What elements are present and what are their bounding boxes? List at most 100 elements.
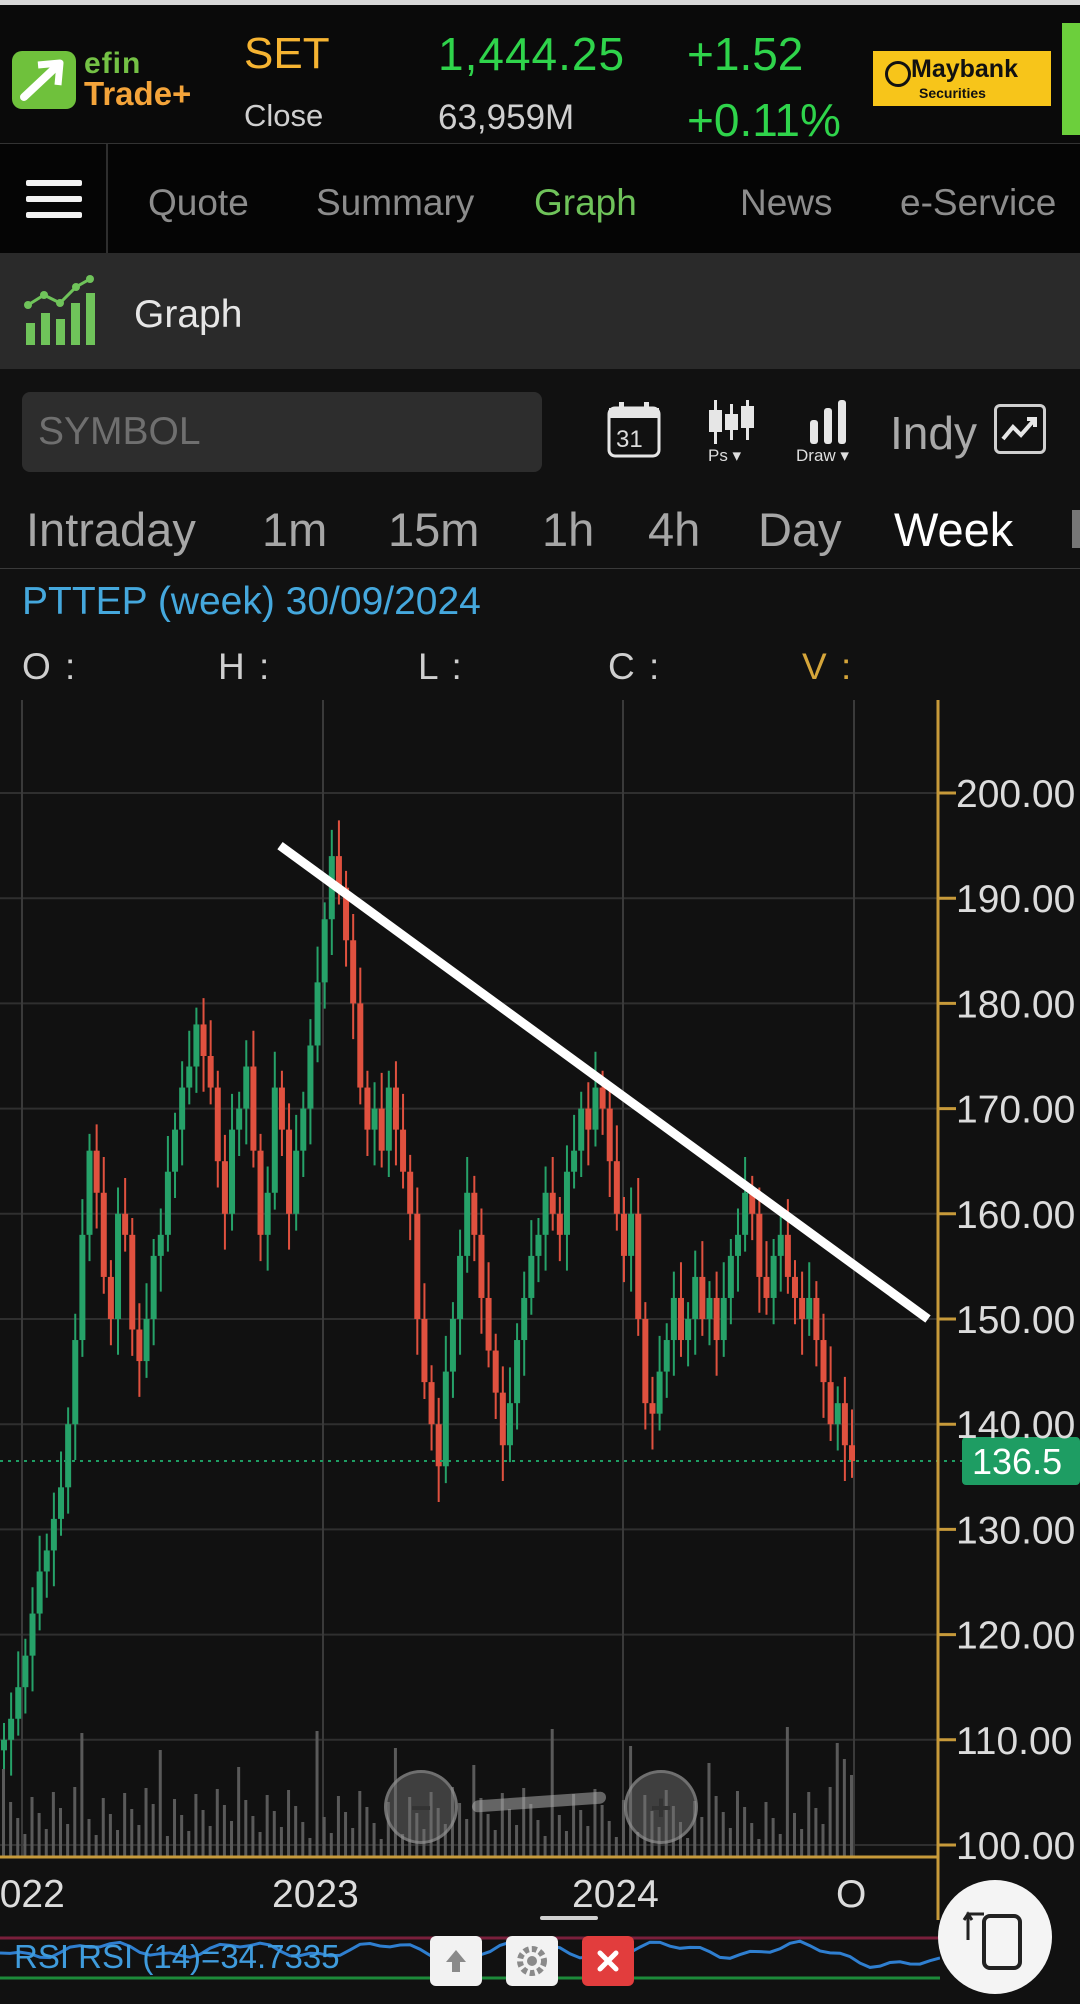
- maybank-logo[interactable]: Maybank Securities: [873, 51, 1051, 106]
- candle-body: [642, 1319, 649, 1404]
- symbol-input[interactable]: [22, 392, 542, 472]
- volume-bar: [750, 1823, 754, 1857]
- candle-body: [784, 1234, 791, 1277]
- volume-bar: [500, 1793, 504, 1857]
- candle-body: [542, 1192, 549, 1235]
- tab-graph[interactable]: Graph: [534, 182, 637, 223]
- candle-body: [656, 1371, 663, 1414]
- candle-body: [806, 1297, 813, 1319]
- volume-bar: [821, 1824, 825, 1857]
- candle-body: [763, 1276, 770, 1298]
- chart-title: PTTEP (week) 30/09/2024: [22, 580, 481, 623]
- candle-body: [713, 1297, 720, 1341]
- indicator-settings-button[interactable]: [506, 1936, 558, 1986]
- period-4h[interactable]: 4h: [648, 503, 701, 556]
- tab-e-service[interactable]: e-Service: [900, 182, 1057, 223]
- candle-body: [207, 1056, 214, 1088]
- candle-body: [677, 1297, 684, 1341]
- move-up-button[interactable]: [430, 1936, 482, 1986]
- candle-body: [257, 1150, 264, 1235]
- volume-bar: [443, 1824, 447, 1857]
- volume-bar: [272, 1811, 276, 1857]
- candle-body: [663, 1340, 670, 1372]
- maybank-tiger-icon: [885, 61, 911, 87]
- volume-bar: [51, 1792, 55, 1857]
- period-1m[interactable]: 1m: [262, 503, 328, 556]
- volume-bar: [351, 1828, 355, 1857]
- candle-body: [770, 1255, 777, 1298]
- candle-body: [193, 1024, 200, 1067]
- volume-bar: [621, 1800, 625, 1857]
- candle-body: [143, 1319, 150, 1362]
- period-15m[interactable]: 15m: [388, 503, 480, 556]
- efin-logo[interactable]: efin Trade+: [12, 47, 222, 112]
- minus-icon: −: [410, 1787, 432, 1828]
- price-style-button[interactable]: Ps ▾: [702, 400, 760, 470]
- candle-body: [350, 940, 357, 1004]
- candle-body: [164, 1171, 171, 1235]
- candle-body: [720, 1297, 727, 1341]
- candle-body: [321, 919, 328, 983]
- candle-body: [563, 1171, 570, 1235]
- volume-bar: [329, 1833, 333, 1857]
- candle-body: [271, 1087, 278, 1193]
- volume-bar: [579, 1810, 583, 1857]
- chart-scroll-handle[interactable]: [540, 1916, 598, 1920]
- candle-body: [86, 1150, 93, 1235]
- volume-bar: [686, 1838, 690, 1857]
- candle-body: [400, 1129, 407, 1172]
- period-day[interactable]: Day: [758, 503, 842, 556]
- draw-button[interactable]: Draw ▾: [796, 400, 860, 470]
- x-tick-label: O: [836, 1873, 866, 1916]
- period-week[interactable]: Week: [894, 503, 1014, 556]
- price-style-label: Ps ▾: [708, 446, 742, 465]
- y-tick-label: 160.00: [956, 1194, 1075, 1237]
- market-name: SET: [244, 29, 330, 78]
- candle-body: [371, 1108, 378, 1130]
- candle-body: [136, 1329, 143, 1362]
- candle-body: [22, 1655, 29, 1688]
- volume-bar: [636, 1832, 640, 1857]
- candle-body: [93, 1150, 100, 1193]
- candle-body: [571, 1150, 578, 1172]
- gear-icon: [517, 1946, 547, 1976]
- high-label: H :: [218, 646, 272, 687]
- tab-news[interactable]: News: [740, 182, 833, 223]
- candle-body: [727, 1255, 734, 1298]
- period-intraday[interactable]: Intraday: [26, 503, 196, 556]
- last-price-tag: [962, 1437, 1080, 1486]
- hamburger-menu-icon[interactable]: [0, 144, 108, 253]
- volume-bar: [2, 1769, 5, 1857]
- price-chart[interactable]: 136.5 200.00 190.00 180.00 170.00 160.00 150.0…: [0, 700, 1080, 1920]
- rsi-label: RSI RSI (14)=34.7335: [14, 1938, 340, 1975]
- volume-bar: [586, 1826, 590, 1857]
- candle-body: [50, 1518, 57, 1551]
- candle-body: [749, 1192, 756, 1214]
- volume-bar: [344, 1812, 348, 1857]
- indicator-label[interactable]: Indy: [890, 407, 977, 459]
- zoom-in-button[interactable]: +: [624, 1770, 698, 1844]
- volume-bar: [201, 1810, 205, 1857]
- remove-indicator-button[interactable]: [582, 1936, 634, 1986]
- x-tick-label: 2022: [0, 1873, 65, 1916]
- volume-bar: [101, 1798, 105, 1857]
- tab-quote[interactable]: Quote: [148, 182, 249, 223]
- candle-body: [699, 1276, 706, 1319]
- volume-bar: [301, 1822, 305, 1857]
- indicator-button[interactable]: [994, 404, 1046, 454]
- price-chart-svg[interactable]: 136.5 200.00 190.00 180.00 170.00 160.00 150.0…: [0, 700, 1080, 1920]
- calendar-button[interactable]: 31: [606, 400, 662, 470]
- candle-body: [670, 1297, 677, 1341]
- x-tick-label: 2023: [272, 1873, 359, 1916]
- rotate-screen-button[interactable]: [938, 1880, 1052, 1994]
- candle-body: [791, 1276, 798, 1298]
- candle-body: [307, 1045, 314, 1109]
- tab-summary[interactable]: Summary: [316, 182, 475, 223]
- main-nav: Quote Summary Graph News e-Service: [0, 143, 1080, 253]
- volume-bar: [294, 1806, 298, 1857]
- zoom-out-button[interactable]: −: [384, 1770, 458, 1844]
- volume-bar: [59, 1808, 63, 1857]
- maybank-sub: Securities: [919, 85, 986, 101]
- candle-body: [841, 1403, 848, 1446]
- period-1h[interactable]: 1h: [542, 503, 595, 556]
